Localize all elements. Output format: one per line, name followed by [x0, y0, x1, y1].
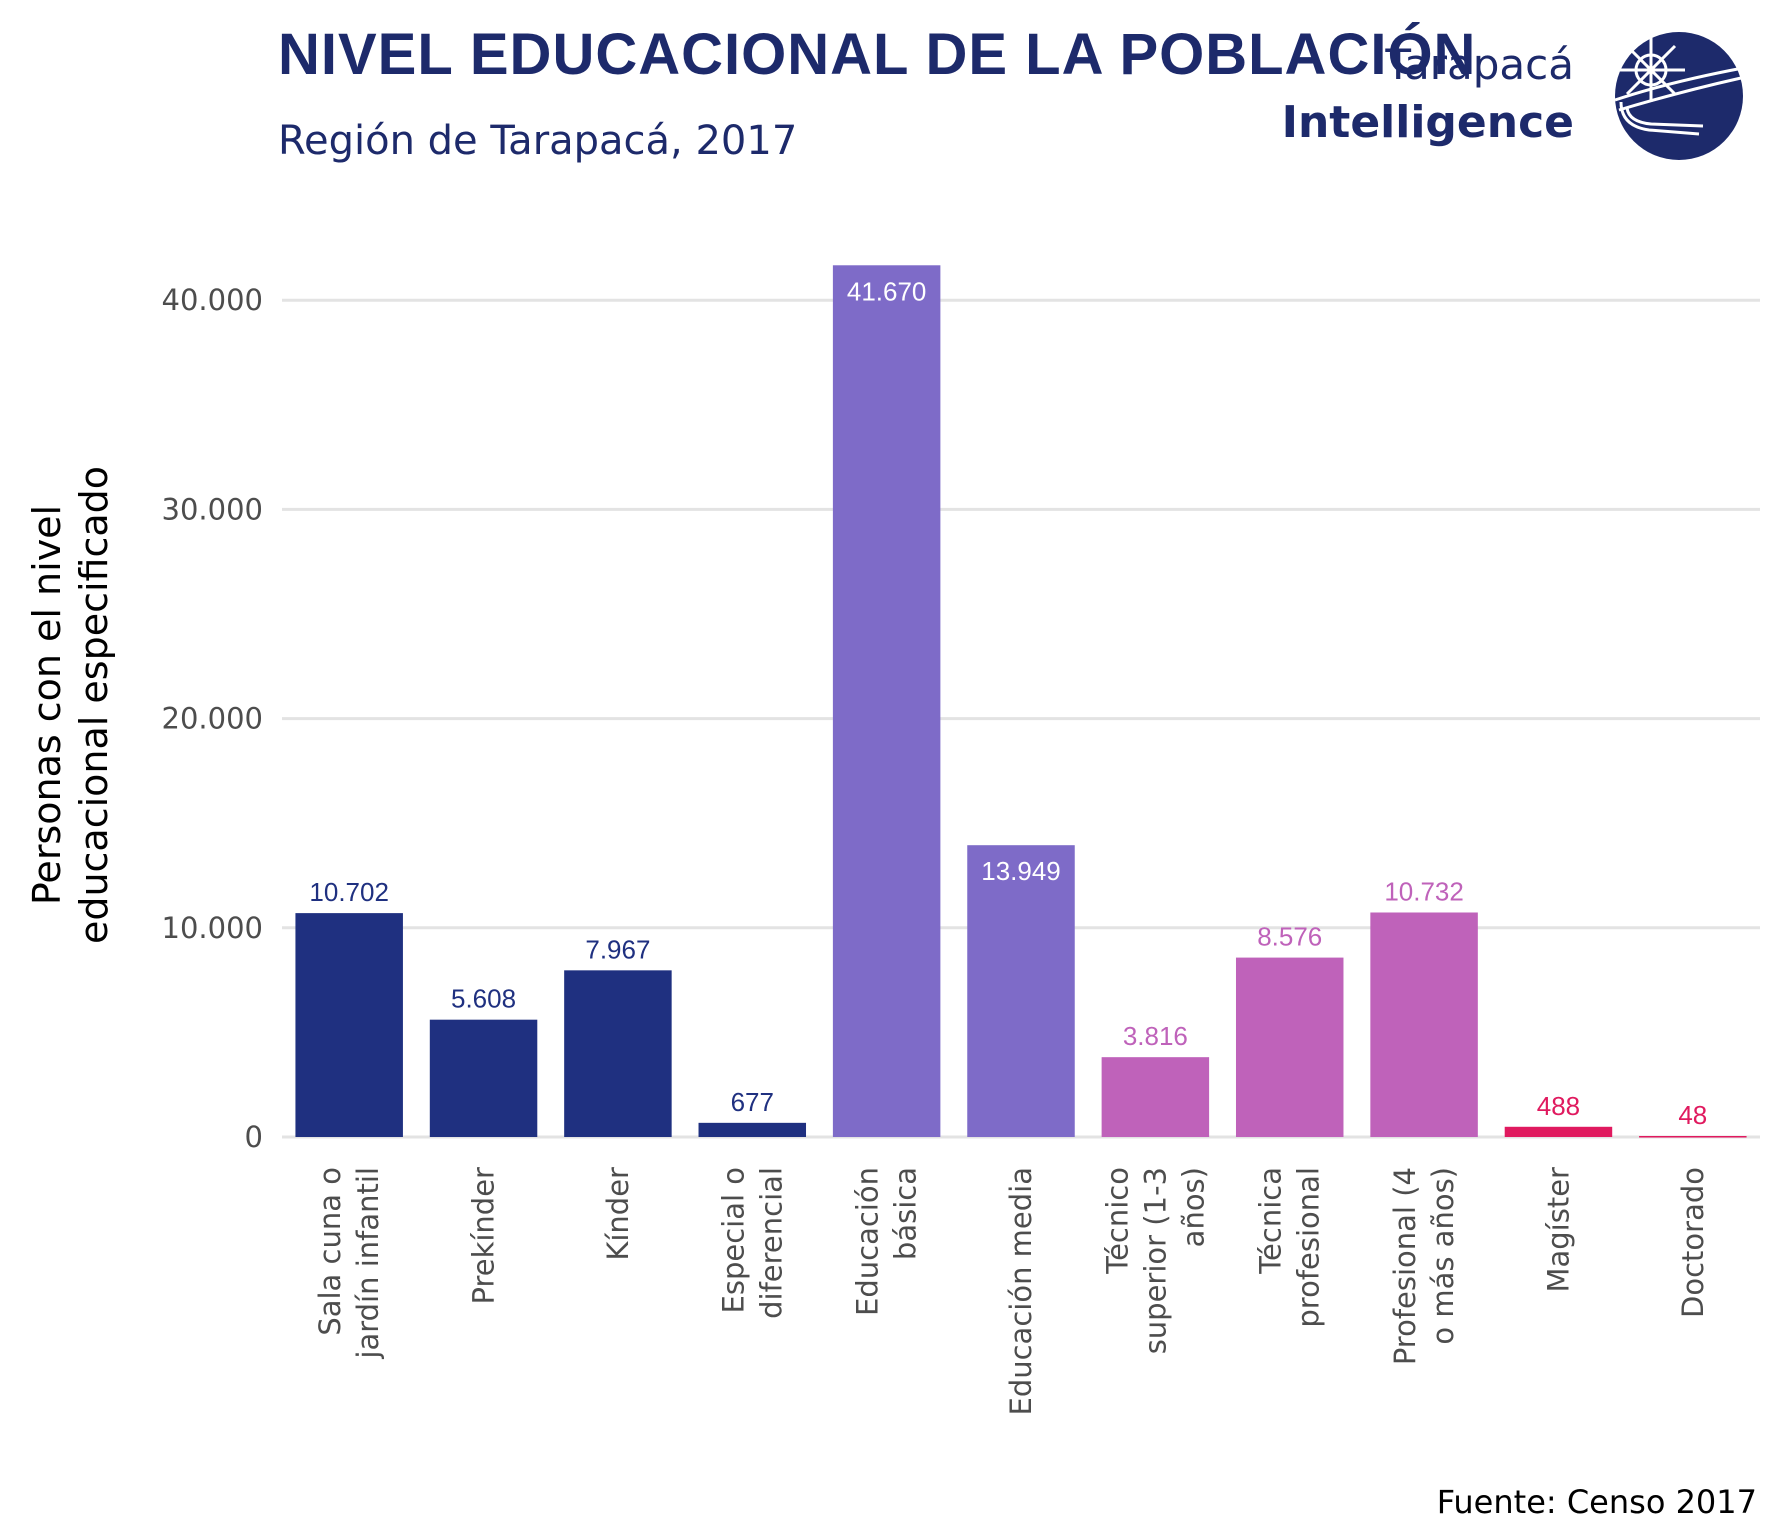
- x-tick-label-line: Kínder: [601, 1167, 635, 1261]
- y-tick-label: 10.000: [162, 911, 263, 945]
- chart-title: NIVEL EDUCACIONAL DE LA POBLACIÓN: [278, 22, 1476, 87]
- x-tick-label: Magíster: [1541, 1167, 1575, 1293]
- y-tick-label: 0: [245, 1120, 263, 1154]
- x-tick-label-line: Especial o: [716, 1167, 750, 1313]
- y-axis-ticks: 0 10.000 20.000 30.000 40.000: [162, 283, 263, 1154]
- brand-name-line1: Tarapacá: [1384, 40, 1574, 89]
- x-tick-label-line: básica: [889, 1167, 923, 1260]
- source-caption: Fuente: Censo 2017: [1437, 1483, 1757, 1521]
- bar: [832, 265, 941, 1138]
- x-tick-label: Sala cuna o jardín infantil: [313, 1167, 385, 1360]
- bar: [1504, 1126, 1613, 1137]
- data-label: 10.702: [309, 877, 389, 907]
- data-label: 41.670: [847, 276, 927, 306]
- chart-subtitle: Región de Tarapacá, 2017: [278, 118, 797, 164]
- data-label: 488: [1537, 1091, 1580, 1121]
- y-axis-label: Personas con el nivel educacional especif…: [25, 466, 116, 944]
- x-tick-label-line: años): [1176, 1167, 1210, 1247]
- y-axis-label-line: Personas con el nivel: [25, 505, 69, 905]
- x-tick-label: Educación media: [1004, 1167, 1038, 1416]
- x-tick-label: Profesional (4 o más años): [1388, 1167, 1460, 1365]
- bar: [967, 845, 1075, 1137]
- x-tick-label: Doctorado: [1676, 1167, 1710, 1318]
- x-tick-label: Kínder: [601, 1167, 635, 1261]
- x-tick-label-line: Educación: [851, 1167, 885, 1316]
- data-label: 10.732: [1384, 876, 1464, 906]
- y-tick-label: 30.000: [162, 492, 263, 526]
- y-tick-label: 40.000: [162, 283, 263, 317]
- brand-block: Tarapacá Intelligence: [1282, 32, 1744, 160]
- x-tick-label-line: Profesional (4: [1388, 1167, 1422, 1365]
- data-label: 13.949: [981, 856, 1061, 886]
- bar: [1235, 957, 1344, 1137]
- bar: [429, 1019, 538, 1137]
- bar: [1370, 912, 1478, 1137]
- sun-over-sea-icon: [1614, 32, 1744, 160]
- x-tick-label-line: Magíster: [1541, 1167, 1575, 1293]
- data-label: 677: [731, 1087, 774, 1117]
- x-tick-label: Técnica profesional: [1254, 1167, 1326, 1328]
- x-tick-label-line: Sala cuna o: [313, 1167, 347, 1336]
- y-tick-label: 20.000: [162, 702, 263, 736]
- x-tick-label-line: jardín infantil: [351, 1167, 385, 1360]
- bar: [1639, 1135, 1747, 1138]
- data-label: 3.816: [1123, 1021, 1188, 1051]
- brand-name-line2: Intelligence: [1282, 97, 1574, 148]
- x-tick-label: Prekínder: [467, 1167, 501, 1305]
- x-tick-label-line: Técnica: [1254, 1167, 1288, 1275]
- bar: [564, 970, 672, 1137]
- x-tick-label-line: profesional: [1292, 1167, 1326, 1328]
- x-axis-ticks: Sala cuna o jardín infantil Prekínder Kínde…: [313, 1167, 1710, 1416]
- data-labels: 10.702 5.608 7.967 677 41.670 13.949 3.816 8.57…: [309, 276, 1707, 1130]
- x-tick-label-line: Educación media: [1004, 1167, 1038, 1416]
- bars: [295, 265, 1747, 1138]
- x-tick-label-line: Doctorado: [1676, 1167, 1710, 1318]
- x-tick-label: Educación básica: [851, 1167, 923, 1316]
- x-tick-label-line: diferencial: [754, 1167, 788, 1319]
- x-tick-label-line: Técnico: [1100, 1167, 1134, 1275]
- x-tick-label-line: Prekínder: [467, 1167, 501, 1305]
- bar: [295, 913, 403, 1137]
- data-label: 5.608: [451, 984, 516, 1014]
- x-tick-label: Especial o diferencial: [716, 1167, 788, 1319]
- bar: [698, 1122, 807, 1137]
- y-axis-label-line: educacional especificado: [72, 466, 116, 944]
- bar: [1101, 1057, 1210, 1137]
- x-tick-label-line: superior (1-3: [1138, 1167, 1172, 1354]
- data-label: 8.576: [1257, 922, 1322, 952]
- data-label: 7.967: [585, 934, 650, 964]
- x-tick-label: Técnico superior (1-3 años): [1100, 1167, 1210, 1354]
- x-tick-label-line: o más años): [1426, 1167, 1460, 1345]
- data-label: 48: [1678, 1100, 1707, 1130]
